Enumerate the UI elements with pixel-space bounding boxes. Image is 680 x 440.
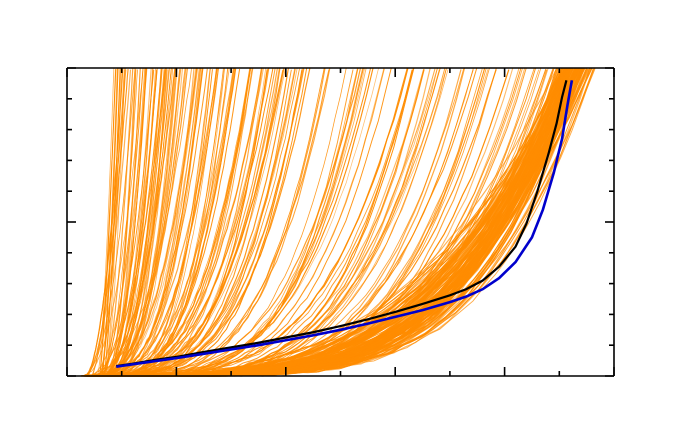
primary-curve (116, 80, 574, 369)
plot-clip-mask (615, 0, 680, 440)
ensemble-curve (97, 68, 163, 377)
ensemble-curve (103, 68, 121, 377)
ensemble-curve (104, 67, 122, 377)
ensemble-curve (97, 67, 204, 377)
ensemble-curve (86, 67, 218, 377)
ensemble-curve (100, 68, 118, 377)
ensemble-curve (90, 69, 155, 377)
ensemble-curve (88, 67, 197, 377)
plot-clip-mask (0, 0, 67, 440)
plot-clip-mask (0, 377, 680, 440)
ensemble-curve (97, 67, 115, 376)
secondary-curve (116, 80, 568, 368)
ensemble-curve (84, 67, 571, 377)
ensemble-curve (82, 67, 144, 377)
ensemble-curve (98, 69, 116, 377)
ensemble-curve (100, 69, 138, 377)
plot-clip-mask (0, 0, 680, 68)
ensemble-curve (103, 68, 147, 377)
ensemble-curve (101, 67, 125, 377)
ensemble-curve (86, 69, 127, 377)
